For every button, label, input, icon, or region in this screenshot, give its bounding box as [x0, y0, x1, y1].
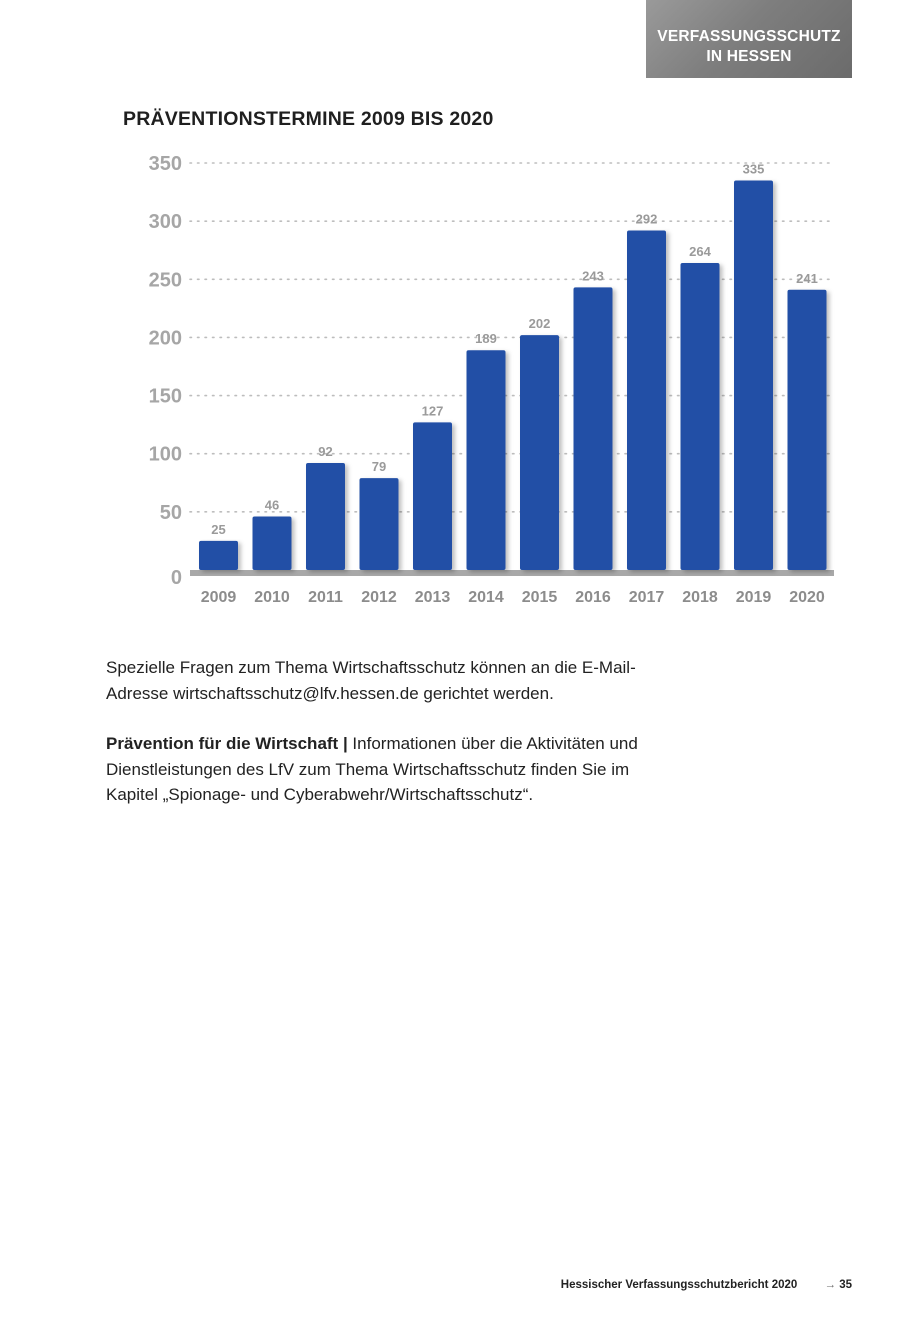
arrow-right-icon: →	[824, 1279, 837, 1291]
page-number: 35	[839, 1279, 852, 1291]
bar	[734, 180, 773, 570]
x-tick-label: 2016	[575, 589, 611, 606]
x-tick-label: 2020	[789, 589, 825, 606]
data-label: 292	[636, 211, 658, 226]
bar	[680, 263, 720, 570]
bar	[466, 350, 506, 570]
header-badge: VERFASSUNGSSCHUTZ IN HESSEN	[646, 0, 852, 78]
bar-chart: 0 50 100 150 200 250 300 350 25 2009 46 2010 92 2011 7…	[149, 153, 834, 606]
y-tick-label: 300	[149, 211, 182, 233]
x-tick-label: 2018	[682, 589, 718, 606]
y-tick-label: 50	[160, 502, 182, 524]
x-tick-label: 2015	[522, 589, 558, 606]
y-tick-label: 200	[149, 327, 182, 349]
data-label: 92	[318, 444, 332, 459]
bar	[306, 463, 345, 570]
bar	[627, 230, 666, 570]
paragraph-email-info: Spezielle Fragen zum Thema Wirtschaftssc…	[106, 658, 636, 703]
header-line-1: VERFASSUNGSSCHUTZ	[657, 28, 841, 45]
bar	[252, 516, 292, 570]
x-tick-label: 2013	[415, 589, 451, 606]
data-label: 264	[689, 244, 711, 259]
bar	[199, 540, 238, 570]
bar	[359, 478, 399, 570]
x-tick-label: 2014	[468, 589, 504, 606]
chart-title: PRÄVENTIONSTERMINE 2009 BIS 2020	[123, 108, 494, 130]
data-label: 127	[422, 403, 444, 418]
data-label: 189	[475, 331, 497, 346]
paragraph-prevention: Prävention für die Wirtschaft | Informat…	[106, 731, 666, 808]
y-tick-label: 100	[149, 444, 182, 466]
bar	[787, 289, 827, 570]
data-label: 241	[796, 271, 818, 286]
x-tick-label: 2010	[254, 589, 290, 606]
bar	[413, 422, 452, 570]
header-line-2: IN HESSEN	[706, 48, 792, 65]
paragraph-prevention-lead: Prävention für die Wirtschaft |	[106, 734, 348, 753]
y-tick-label: 0	[171, 567, 182, 589]
data-label: 202	[529, 316, 551, 331]
data-label: 243	[582, 268, 604, 283]
x-tick-label: 2019	[736, 589, 772, 606]
data-label: 46	[265, 498, 279, 513]
y-tick-label: 350	[149, 153, 182, 175]
data-label: 25	[211, 522, 225, 537]
x-tick-label: 2011	[308, 589, 343, 606]
x-tick-label: 2009	[201, 589, 237, 606]
y-tick-label: 150	[149, 386, 182, 408]
footer-publication: Hessischer Verfassungsschutzbericht 2020	[560, 1279, 798, 1291]
data-label: 79	[372, 459, 386, 474]
y-tick-label: 250	[149, 269, 182, 291]
bar	[573, 287, 613, 570]
x-axis-baseline	[190, 570, 834, 576]
page-footer: Hessischer Verfassungsschutzbericht 2020…	[561, 1279, 852, 1291]
x-tick-label: 2012	[361, 589, 397, 606]
x-tick-label: 2017	[629, 589, 665, 606]
paragraph-prevention-text: Informationen über die Aktivitäten und D…	[106, 734, 638, 804]
bar	[520, 335, 559, 570]
data-label: 335	[743, 161, 765, 176]
